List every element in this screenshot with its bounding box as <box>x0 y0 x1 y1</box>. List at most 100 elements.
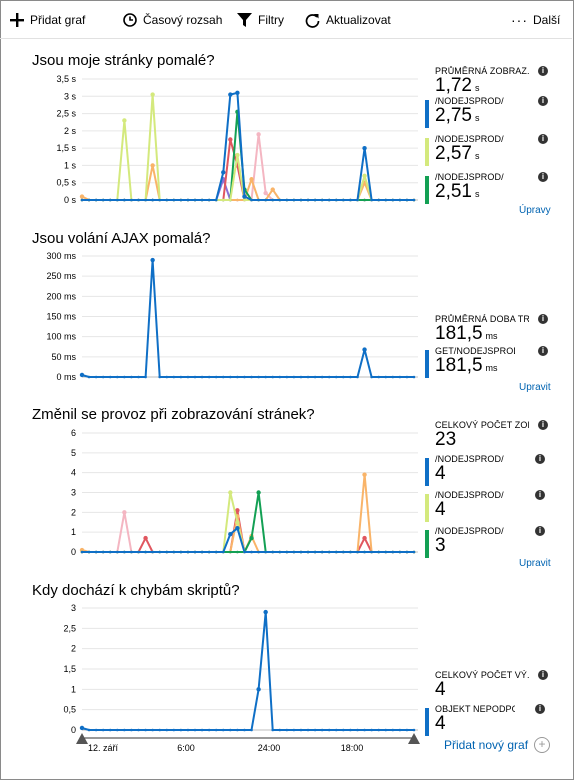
edit-link[interactable]: Úpravy <box>519 205 551 216</box>
x-tick-label: 18:00 <box>341 743 364 753</box>
time-brush-handle[interactable] <box>408 733 420 744</box>
time-brush-handle[interactable] <box>76 733 88 744</box>
data-point <box>165 375 169 379</box>
refresh-button[interactable]: Aktualizovat <box>305 11 391 29</box>
y-tick-label: 150 ms <box>46 312 76 322</box>
data-point <box>342 375 345 379</box>
data-point <box>384 375 388 379</box>
data-point <box>405 728 409 732</box>
metric-unit: s <box>474 113 480 123</box>
data-point <box>229 198 232 202</box>
data-point <box>158 375 162 379</box>
data-point <box>398 550 402 554</box>
info-icon[interactable]: i <box>538 66 548 76</box>
y-tick-label: 300 ms <box>46 251 76 261</box>
data-point <box>94 728 98 732</box>
data-point <box>398 198 402 202</box>
data-point <box>214 375 218 379</box>
metric-item[interactable]: /NODEJSPROD/3 i <box>425 526 550 558</box>
data-point <box>214 550 218 554</box>
data-point <box>214 198 218 202</box>
info-icon[interactable]: i <box>538 420 548 430</box>
data-point <box>193 550 197 554</box>
data-point <box>122 510 127 515</box>
add-new-chart-label: Přidat nový graf <box>444 738 529 752</box>
metric-item[interactable]: /NODEJSPROD/2,51 s i <box>425 172 550 204</box>
metric-item[interactable]: OBJEKT NEPODPORUJ...4 i <box>425 704 550 736</box>
data-point <box>116 728 119 732</box>
edit-link[interactable]: Upravit <box>519 382 551 393</box>
metric-number: 181,5 <box>435 323 483 344</box>
data-point <box>256 132 261 137</box>
data-point <box>235 520 240 525</box>
data-point <box>257 375 260 379</box>
metric-summary[interactable]: PRŮMĚRNÁ ZOBRAZ... 1,72 s i <box>425 66 550 98</box>
data-point <box>356 550 359 554</box>
metric-number: 1,72 <box>435 75 472 96</box>
metric-number: 4 <box>435 499 446 520</box>
metric-value: 2,75 s <box>435 106 550 128</box>
data-point <box>243 375 246 379</box>
metric-item[interactable]: GET/NODEJSPROD/181,5 ms i <box>425 346 550 378</box>
metric-label: CELKOVÝ POČET ZOB... <box>435 420 529 430</box>
metric-item[interactable]: /NODEJSPROD/2,57 s i <box>425 134 550 166</box>
metric-item[interactable]: /NODEJSPROD/4 i <box>425 490 550 522</box>
data-point <box>221 550 225 554</box>
data-point <box>144 728 147 732</box>
time-range-button[interactable]: Časový rozsah <box>123 11 222 29</box>
data-point <box>137 728 140 732</box>
data-point <box>285 375 289 379</box>
more-button[interactable]: ··· Další <box>511 11 560 29</box>
y-tick-label: 2,5 s <box>56 109 76 119</box>
y-tick-label: 1 s <box>64 160 77 170</box>
y-tick-label: 3 <box>71 488 76 498</box>
metric-summary[interactable]: CELKOVÝ POČET VÝ... 4 i <box>425 670 550 702</box>
toolbar: Přidat graf Časový rozsah Filtry Aktuali… <box>0 0 572 39</box>
data-point <box>236 198 239 202</box>
y-tick-label: 0 s <box>64 195 77 205</box>
add-new-chart-button[interactable]: Přidat nový graf + <box>444 737 551 753</box>
info-icon[interactable]: i <box>535 704 545 714</box>
metric-label: OBJEKT NEPODPORUJ... <box>435 704 515 714</box>
data-point <box>362 347 367 352</box>
filters-button[interactable]: Filtry <box>237 11 284 29</box>
info-icon[interactable]: i <box>538 172 548 182</box>
metric-item[interactable]: /NODEJSPROD/2,75 s i <box>425 96 550 128</box>
info-icon[interactable]: i <box>538 670 548 680</box>
data-point <box>313 728 317 732</box>
metric-number: 4 <box>435 679 446 700</box>
data-point <box>306 375 310 379</box>
data-point <box>172 375 176 379</box>
metric-summary[interactable]: PRŮMĚRNÁ DOBA TR... 181,5 ms i <box>425 314 550 346</box>
add-chart-label: Přidat graf <box>30 13 86 27</box>
add-chart-button[interactable]: Přidat graf <box>10 11 85 29</box>
y-tick-label: 1 <box>71 527 76 537</box>
info-icon[interactable]: i <box>535 454 545 464</box>
info-icon[interactable]: i <box>538 96 548 106</box>
info-icon[interactable]: i <box>535 490 545 500</box>
data-point <box>101 550 105 554</box>
data-point <box>250 198 253 202</box>
info-icon[interactable]: i <box>538 346 548 356</box>
info-icon[interactable]: i <box>538 314 548 324</box>
metric-label: /NODEJSPROD/ <box>435 490 504 500</box>
data-point <box>362 472 367 477</box>
data-point <box>250 550 253 554</box>
info-icon[interactable]: i <box>535 526 545 536</box>
data-point <box>306 198 310 202</box>
data-point <box>158 550 162 554</box>
data-point <box>207 728 211 732</box>
data-point <box>349 728 352 732</box>
data-point <box>123 375 126 379</box>
data-point <box>143 535 148 541</box>
edit-link[interactable]: Upravit <box>519 558 551 569</box>
data-point <box>221 170 226 175</box>
data-point <box>327 728 331 732</box>
metric-item[interactable]: /NODEJSPROD/4 i <box>425 454 550 486</box>
data-point <box>278 728 282 732</box>
metric-summary[interactable]: CELKOVÝ POČET ZOB...23 i <box>425 420 550 452</box>
data-point <box>193 728 197 732</box>
data-point <box>257 198 260 202</box>
data-point <box>243 550 246 554</box>
info-icon[interactable]: i <box>538 134 548 144</box>
